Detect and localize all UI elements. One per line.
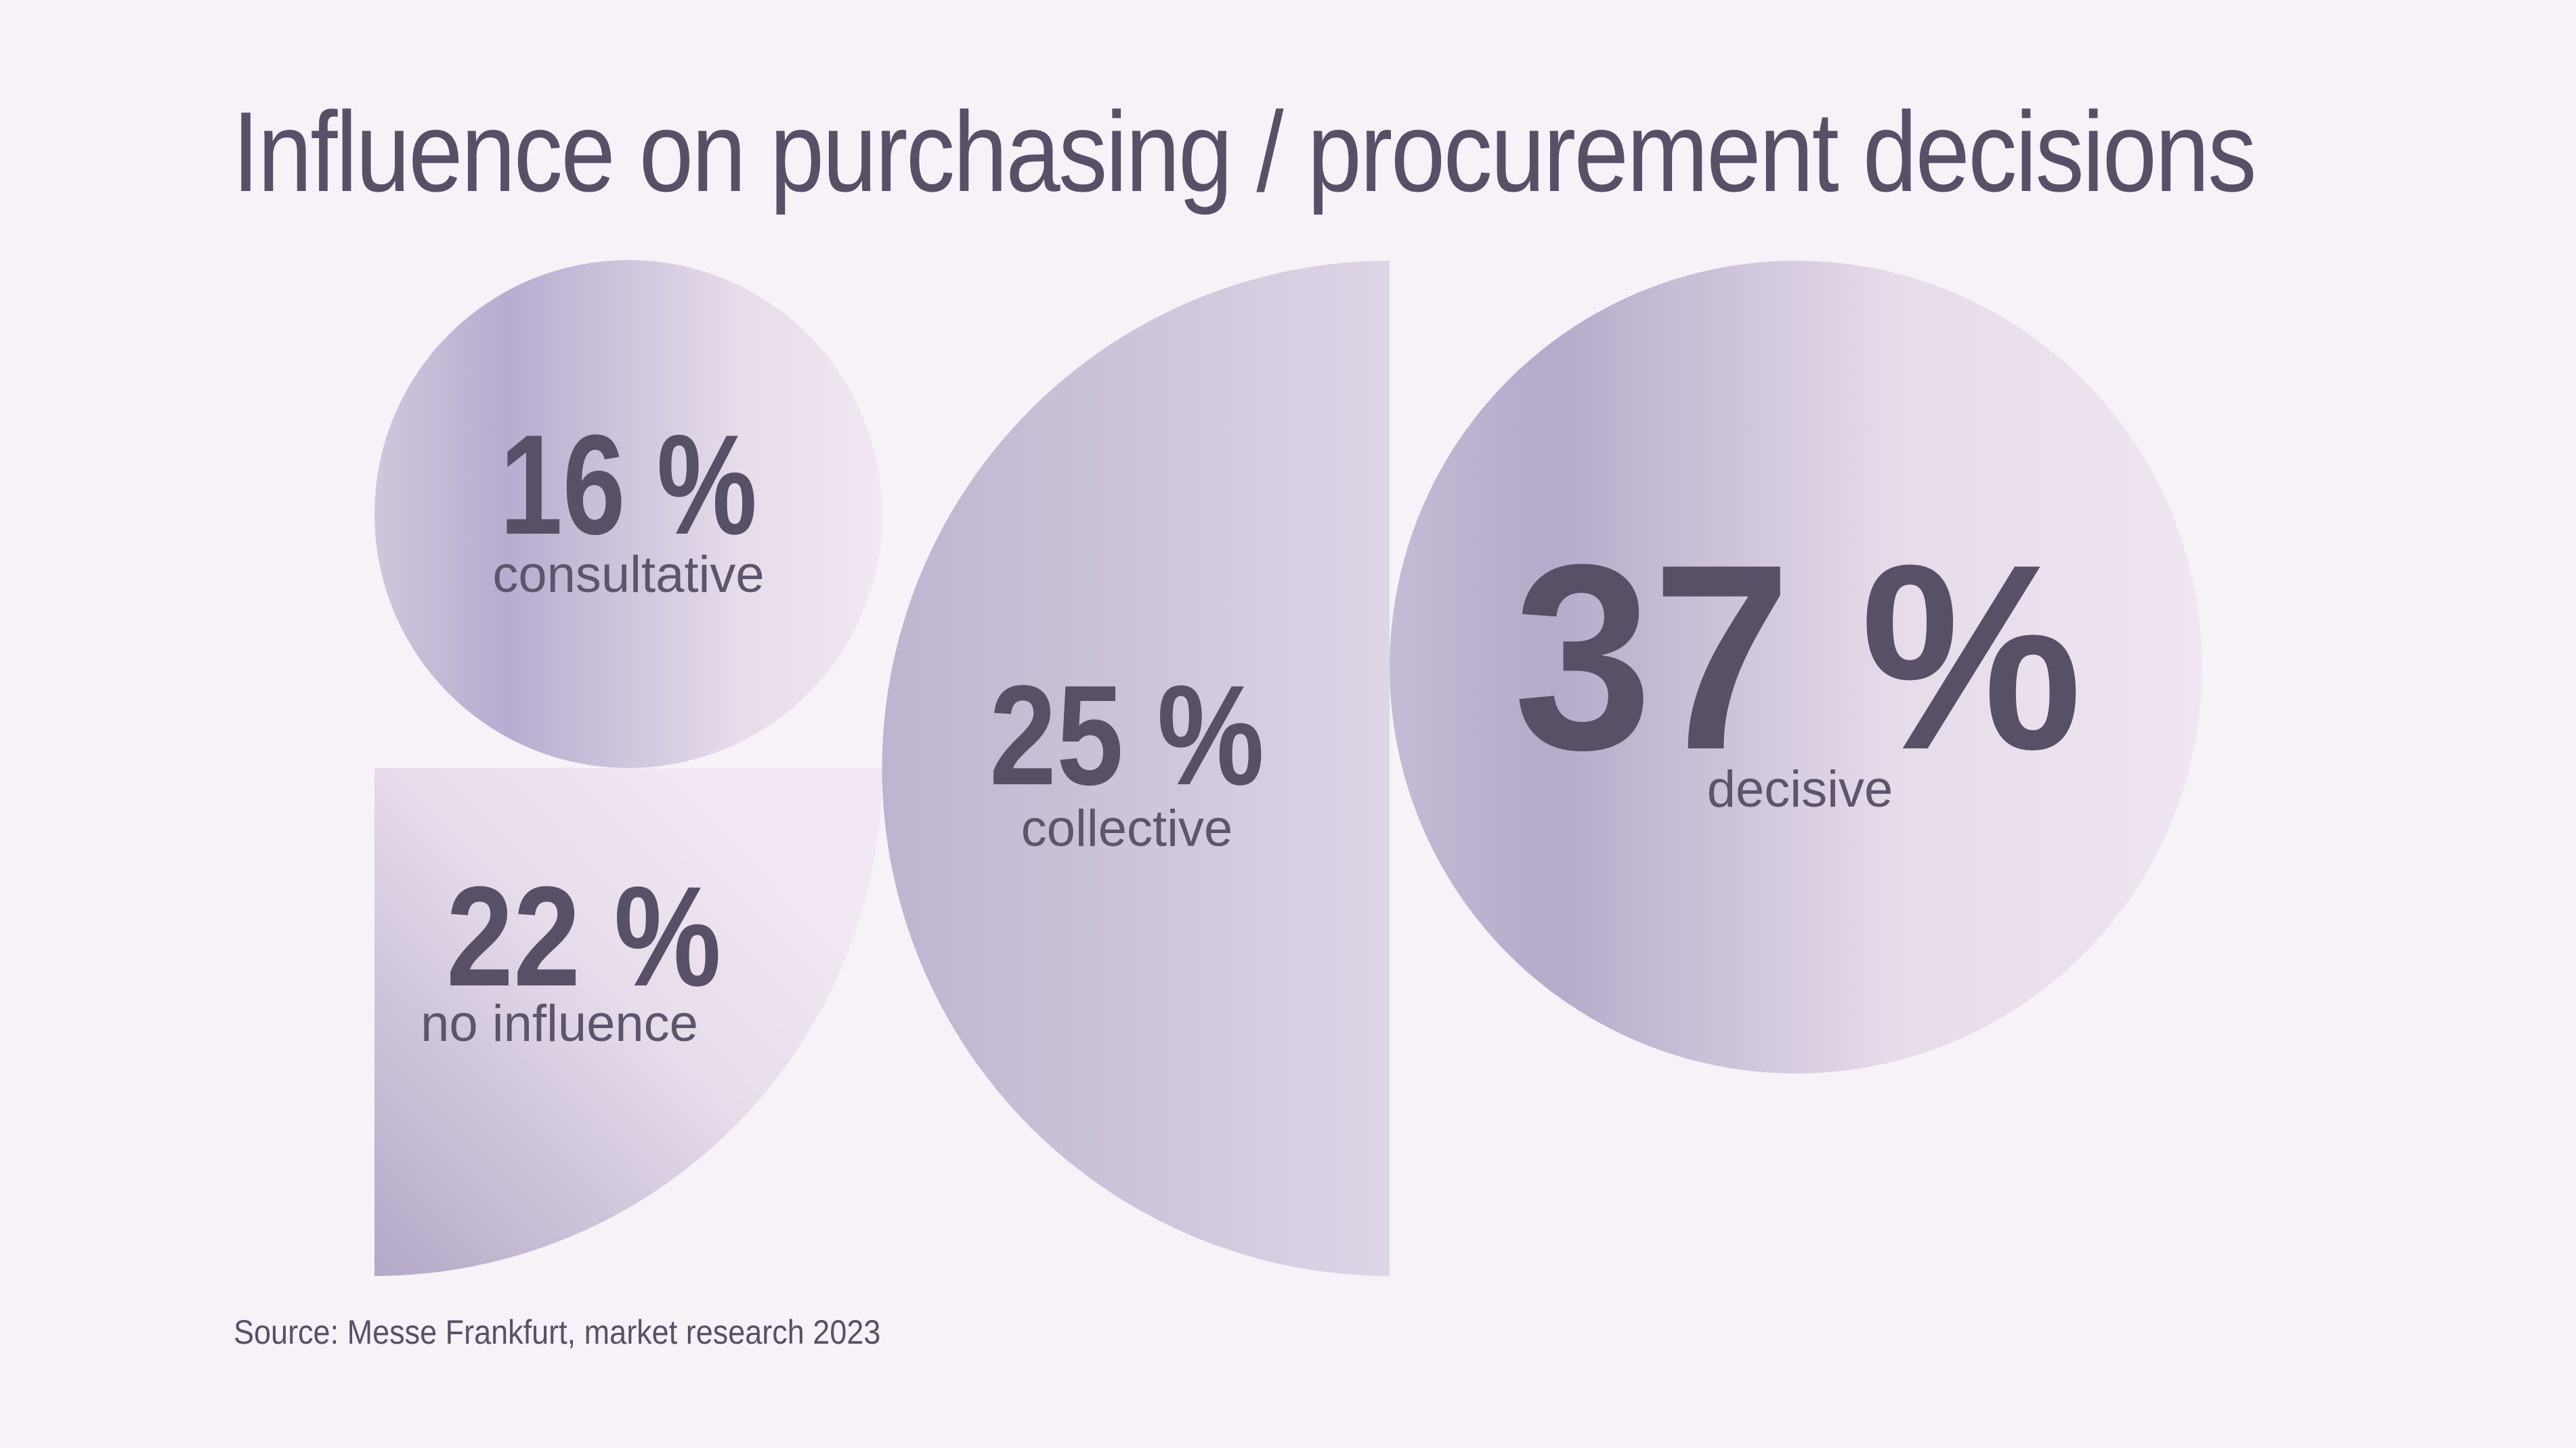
category-label-collective: collective (1021, 800, 1233, 857)
segment-consultative (374, 260, 882, 768)
value-label-decisive: 37 % (1514, 509, 2082, 805)
segment-no-influence (374, 768, 882, 1276)
category-label-decisive: decisive (1707, 761, 1893, 818)
value-label-collective: 25 % (989, 656, 1264, 815)
value-label-consultative: 16 % (500, 405, 757, 564)
chart-title: Influence on purchasing / procurement de… (232, 88, 2256, 215)
category-label-no-influence: no influence (421, 995, 698, 1052)
value-label-no-influence: 22 % (446, 857, 721, 1016)
source-note: Source: Messe Frankfurt, market research… (234, 1313, 881, 1351)
category-label-consultative: consultative (492, 546, 764, 603)
segment-collective (882, 261, 1390, 1276)
segment-decisive (1390, 261, 2202, 1073)
